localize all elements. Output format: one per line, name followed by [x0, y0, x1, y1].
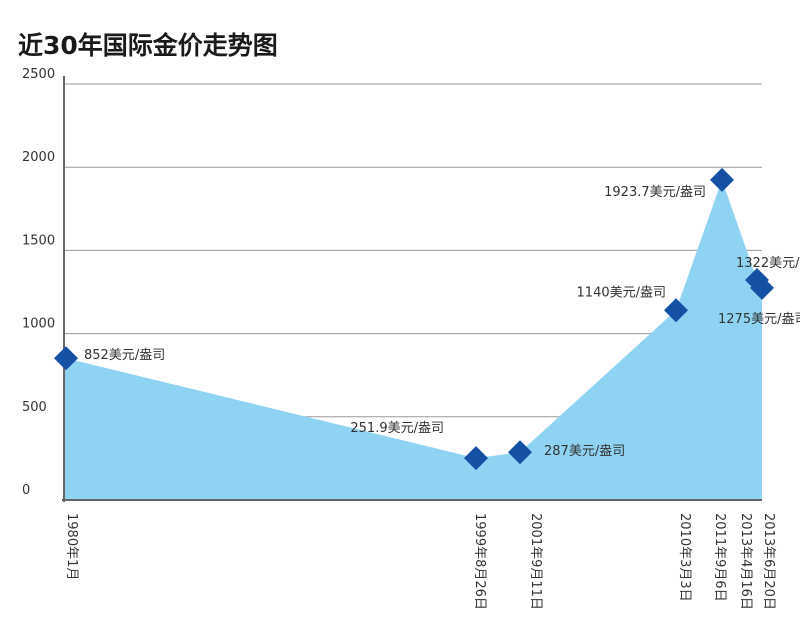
x-tick-label: 1980年1月 [64, 513, 79, 580]
data-point-marker [508, 440, 532, 465]
x-tick-label: 2013年4月16日 [738, 513, 753, 610]
data-point-marker [750, 275, 774, 300]
data-label: 1322美元/盎司 [736, 256, 800, 271]
y-tick-label: 2500 [22, 67, 55, 82]
area-series [64, 179, 762, 501]
y-tick-labels: 0 500 1000 1500 2000 2500 [22, 67, 55, 498]
data-point-marker [710, 167, 734, 192]
y-tick-label: 1500 [22, 233, 55, 248]
data-label: 1923.7美元/盎司 [604, 185, 706, 200]
data-point-marker [54, 346, 78, 371]
x-tick-label: 2013年6月20日 [761, 513, 776, 610]
data-label: 852美元/盎司 [84, 348, 165, 363]
data-label: 1275美元/盎司 [718, 312, 800, 327]
chart-title: 近30年国际金价走势图 [18, 31, 278, 60]
x-tick-labels: 1980年1月 1999年8月26日 2001年9月11日 2010年3月3日 2011… [64, 513, 776, 610]
axes [62, 76, 762, 502]
data-labels: 852美元/盎司 251.9美元/盎司 287美元/盎司 1140美元/盎司 1923.… [84, 185, 800, 459]
data-label: 1140美元/盎司 [577, 285, 666, 300]
x-tick-label: 2010年3月3日 [677, 513, 692, 602]
area-fill [64, 179, 762, 501]
y-tick-label: 1000 [22, 317, 55, 332]
y-tick-label: 2000 [22, 150, 55, 165]
data-label: 251.9美元/盎司 [350, 421, 444, 436]
data-point-marker [464, 446, 488, 471]
data-label: 287美元/盎司 [544, 444, 625, 459]
x-tick-label: 2001年9月11日 [528, 513, 543, 610]
x-tick-label: 1999年8月26日 [472, 513, 487, 610]
data-point-marker [664, 298, 688, 323]
data-markers [54, 167, 774, 471]
x-tick-label: 2011年9月6日 [712, 513, 727, 602]
y-tick-label: 500 [22, 400, 47, 415]
y-tick-label: 0 [22, 483, 30, 498]
